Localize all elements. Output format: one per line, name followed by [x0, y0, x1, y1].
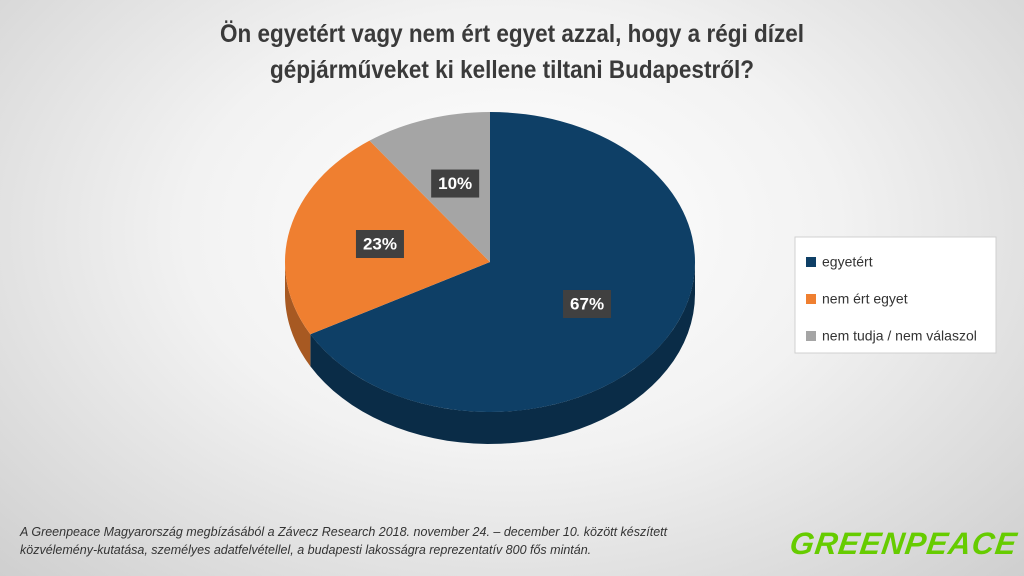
data-label-box — [355, 230, 404, 259]
pie-slice-side — [310, 262, 695, 444]
legend-swatch — [806, 331, 816, 341]
pie-slice — [369, 112, 490, 262]
legend-label: nem ért egyet — [822, 291, 908, 307]
data-label-text: 67% — [570, 294, 604, 313]
legend-label: egyetért — [822, 254, 873, 270]
legend-box — [794, 236, 997, 354]
data-label-text: 23% — [363, 234, 397, 253]
logo: GREENPEACE — [787, 526, 1020, 561]
data-label-box — [431, 169, 480, 198]
data-label: 67% — [563, 289, 612, 318]
pie-slice-side — [285, 262, 311, 367]
data-label: 10% — [431, 169, 480, 198]
chart-title: Ön egyetért vagy nem ért egyet azzal, ho… — [220, 20, 804, 84]
data-label-text: 10% — [438, 174, 472, 193]
legend-swatch — [806, 257, 816, 267]
legend-swatch — [806, 294, 816, 304]
pie-slice — [310, 112, 695, 412]
data-label: 23% — [355, 230, 404, 259]
source-note: A Greenpeace Magyarország megbízásából a… — [20, 525, 668, 557]
data-label-box — [563, 289, 612, 318]
legend-label: nem tudja / nem válaszol — [822, 328, 977, 344]
